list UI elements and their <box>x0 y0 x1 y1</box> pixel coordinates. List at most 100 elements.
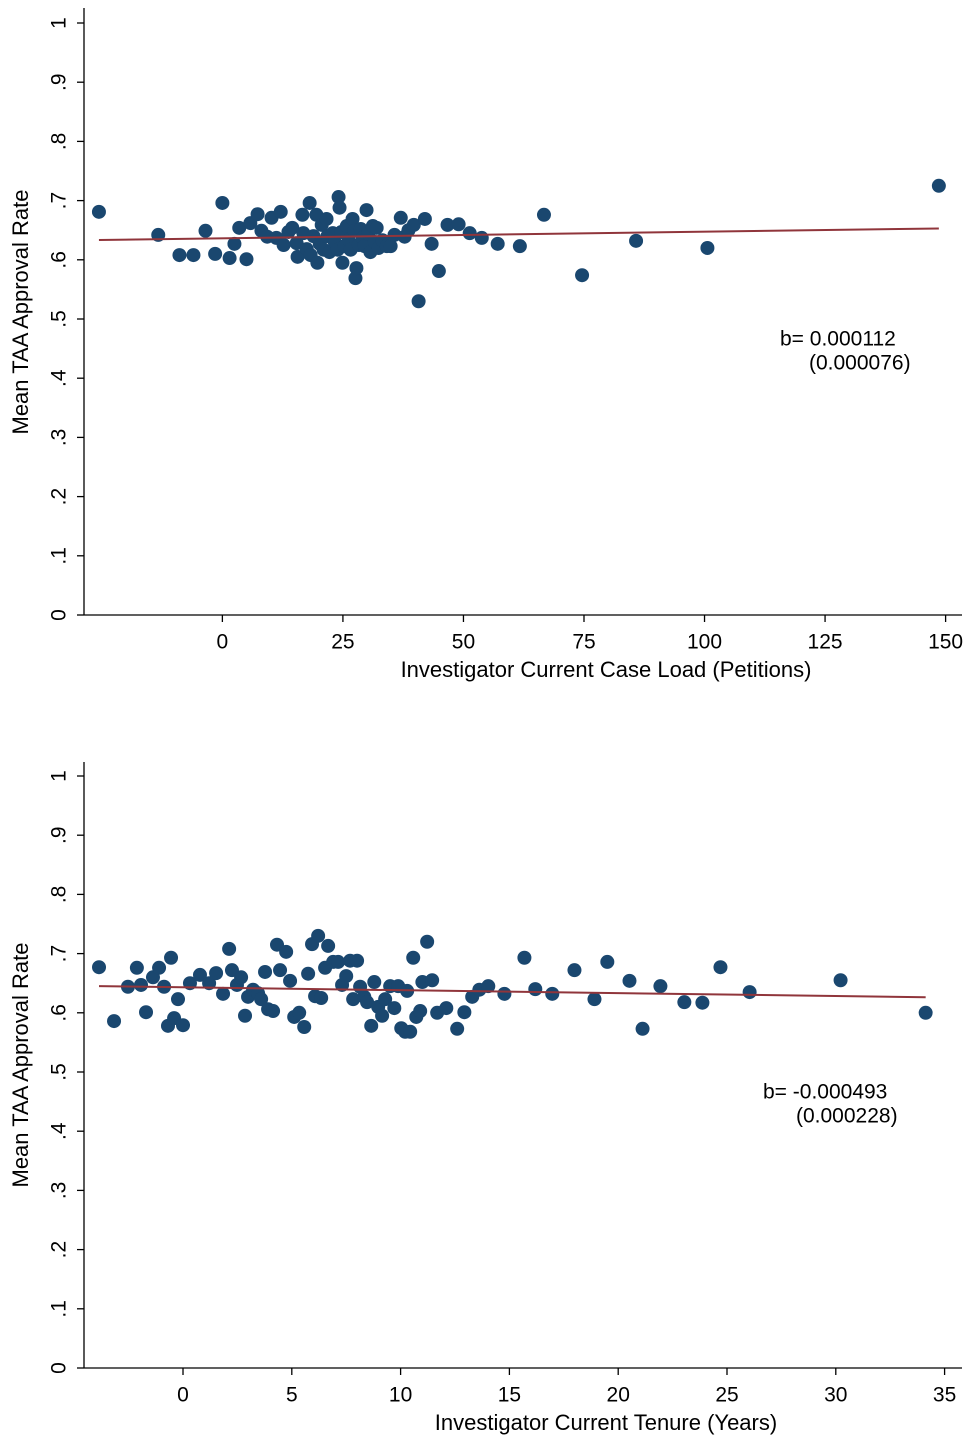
y-tick-label: 1 <box>48 17 71 29</box>
scatter-point <box>364 1018 379 1033</box>
scatter-point <box>536 207 551 222</box>
x-tick-label: 0 <box>177 1384 189 1407</box>
scatter-point <box>742 985 757 1000</box>
scatter-point <box>171 992 186 1007</box>
scatter-point <box>91 204 106 219</box>
y-tick-label: .8 <box>48 886 71 904</box>
x-tick-label: 25 <box>715 1384 738 1407</box>
scatter-point <box>339 969 354 984</box>
scatter-point <box>450 1021 465 1036</box>
scatter-point <box>208 246 223 261</box>
x-tick-label: 10 <box>389 1384 412 1407</box>
scatter-point <box>411 294 426 309</box>
scatter-point <box>310 255 325 270</box>
scatter-point <box>490 236 505 251</box>
x-tick-label: 25 <box>331 631 354 654</box>
scatter-point <box>622 973 637 988</box>
scatter-point <box>424 236 439 251</box>
scatter-point <box>238 1008 253 1023</box>
scatter-point <box>295 207 310 222</box>
scatter-point <box>383 239 398 254</box>
scatter-point <box>360 995 375 1010</box>
scatter-point <box>331 190 346 205</box>
scatter-point <box>629 233 644 248</box>
scatter-point <box>403 1024 418 1039</box>
scatter-point <box>139 1005 154 1020</box>
scatter-point <box>349 261 364 276</box>
scatter-point <box>335 255 350 270</box>
scatter-point <box>331 954 346 969</box>
scatter-point <box>420 934 435 949</box>
scatter-point <box>406 217 421 232</box>
scatter-point <box>350 953 365 968</box>
annotation: b= 0.000112 <box>780 328 896 351</box>
scatter-point <box>439 1001 454 1016</box>
scatter-point <box>216 986 231 1001</box>
scatter-point <box>239 252 254 267</box>
scatter-point <box>176 1018 191 1033</box>
y-tick-label: .1 <box>48 547 71 565</box>
scatter-point <box>311 928 326 943</box>
scatter-point <box>222 941 237 956</box>
scatter-point <box>92 960 107 975</box>
y-tick-label: .9 <box>48 73 71 91</box>
scatter-point <box>164 950 179 965</box>
scatter-point <box>107 1014 122 1029</box>
scatter-point <box>635 1021 650 1036</box>
scatter-point <box>457 1005 472 1020</box>
y-tick-label: .7 <box>48 945 71 963</box>
scatter-point <box>292 1005 307 1020</box>
scatter-point <box>425 973 440 988</box>
x-tick-label: 35 <box>933 1384 956 1407</box>
y-tick-label: .2 <box>48 1241 71 1259</box>
y-tick-label: .3 <box>48 429 71 447</box>
scatter-point <box>700 240 715 255</box>
scatter-point <box>393 210 408 225</box>
scatter-point <box>417 211 432 226</box>
scatter-point <box>234 970 249 985</box>
scatter-point <box>367 975 382 990</box>
scatter-point <box>653 979 668 994</box>
scatter-panel: 0.1.2.3.4.5.6.7.8.910 5 10 15 20 25 30 35Invest… <box>8 762 962 1435</box>
y-tick-label: .8 <box>48 133 71 151</box>
y-axis-title: Mean TAA Approval Rate <box>8 943 33 1188</box>
scatter-point <box>273 963 288 978</box>
scatter-point <box>276 238 291 252</box>
y-tick-label: .1 <box>48 1300 71 1318</box>
scatter-point <box>285 220 300 235</box>
scatter-point <box>545 986 560 1001</box>
x-axis-title: Investigator Current Case Load (Petition… <box>401 657 812 682</box>
scatter-point <box>258 964 273 979</box>
scatter-point <box>587 992 602 1007</box>
scatter-point <box>301 966 316 981</box>
x-tick-label: 0 <box>217 631 229 654</box>
scatter-point <box>302 195 317 210</box>
scatter-point <box>222 251 237 266</box>
y-tick-label: .5 <box>48 310 71 328</box>
y-tick-label: .6 <box>48 251 71 269</box>
scatter-point <box>172 248 187 263</box>
y-tick-label: .9 <box>48 826 71 844</box>
x-tick-label: 125 <box>808 631 843 654</box>
x-tick-label: 50 <box>452 631 475 654</box>
scatter-point <box>359 203 374 218</box>
scatter-point <box>198 223 213 238</box>
scatter-point <box>283 973 298 988</box>
scatter-point <box>375 1008 390 1023</box>
y-tick-label: .2 <box>48 488 71 506</box>
scatter-point <box>289 236 304 251</box>
y-tick-label: .7 <box>48 192 71 210</box>
scatter-point <box>192 967 207 982</box>
scatter-point <box>378 992 393 1007</box>
scatter-point <box>348 271 363 286</box>
annotation: (0.000228) <box>796 1105 898 1128</box>
y-tick-label: .4 <box>48 1122 71 1140</box>
scatter-point <box>346 992 361 1007</box>
scatter-point <box>134 977 149 992</box>
scatter-point <box>413 1004 428 1019</box>
x-tick-label: 150 <box>928 631 963 654</box>
scatter-point <box>209 966 224 981</box>
x-tick-label: 15 <box>498 1384 521 1407</box>
x-tick-label: 100 <box>687 631 722 654</box>
x-tick-label: 5 <box>286 1384 298 1407</box>
